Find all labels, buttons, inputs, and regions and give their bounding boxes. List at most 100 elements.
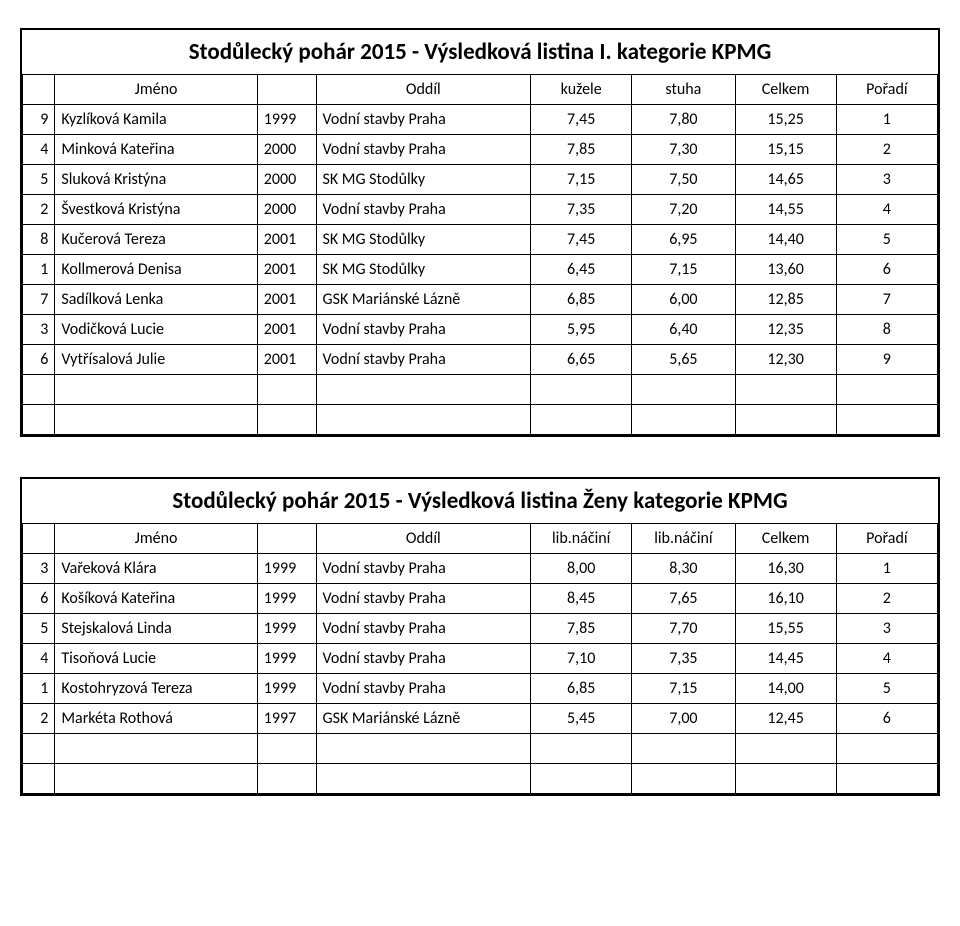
cell-score1: 8,45 — [531, 584, 632, 614]
cell-score1: 7,35 — [531, 195, 632, 225]
table-row-empty — [23, 764, 938, 794]
cell-rank: 3 — [836, 614, 937, 644]
cell-score2: 7,65 — [632, 584, 735, 614]
cell-rank: 1 — [836, 105, 937, 135]
cell-score2: 8,30 — [632, 554, 735, 584]
cell-number: 9 — [23, 105, 55, 135]
cell-score1: 5,45 — [531, 704, 632, 734]
header-total: Celkem — [735, 75, 836, 105]
cell-club: SK MG Stodůlky — [316, 255, 531, 285]
cell-club: Vodní stavby Praha — [316, 584, 531, 614]
table-row: 4Minková Kateřina2000Vodní stavby Praha7… — [23, 135, 938, 165]
cell-score2: 7,30 — [632, 135, 735, 165]
table-row: 6Košíková Kateřina1999Vodní stavby Praha… — [23, 584, 938, 614]
header-oddil: Oddíl — [316, 524, 531, 554]
cell-total: 14,65 — [735, 165, 836, 195]
cell-year: 1999 — [257, 644, 316, 674]
cell-score2: 7,70 — [632, 614, 735, 644]
cell-score2: 7,50 — [632, 165, 735, 195]
cell-number: 2 — [23, 195, 55, 225]
cell-number: 7 — [23, 285, 55, 315]
cell-name: Stejskalová Linda — [55, 614, 257, 644]
cell-number: 2 — [23, 704, 55, 734]
cell-club: GSK Mariánské Lázně — [316, 285, 531, 315]
cell-year: 2001 — [257, 255, 316, 285]
cell-score2: 7,15 — [632, 255, 735, 285]
header-blank-1 — [23, 75, 55, 105]
table-1: Stodůlecký pohár 2015 - Výsledková listi… — [22, 30, 938, 435]
cell-score1: 6,85 — [531, 285, 632, 315]
cell-year: 2000 — [257, 195, 316, 225]
cell-club: Vodní stavby Praha — [316, 644, 531, 674]
header-jmeno: Jméno — [55, 524, 257, 554]
table-1-title-row: Stodůlecký pohár 2015 - Výsledková listi… — [23, 30, 938, 75]
cell-year: 2000 — [257, 165, 316, 195]
table-row: 6Vytřísalová Julie2001Vodní stavby Praha… — [23, 345, 938, 375]
cell-score1: 7,85 — [531, 614, 632, 644]
cell-year: 2001 — [257, 345, 316, 375]
cell-total: 14,40 — [735, 225, 836, 255]
header-rank: Pořadí — [836, 524, 937, 554]
cell-name: Kollmerová Denisa — [55, 255, 257, 285]
cell-club: Vodní stavby Praha — [316, 315, 531, 345]
cell-score2: 6,00 — [632, 285, 735, 315]
cell-name: Tisoňová Lucie — [55, 644, 257, 674]
cell-year: 2001 — [257, 225, 316, 255]
table-row: 9Kyzlíková Kamila1999Vodní stavby Praha7… — [23, 105, 938, 135]
table-2: Stodůlecký pohár 2015 - Výsledková listi… — [22, 479, 938, 794]
cell-score2: 6,95 — [632, 225, 735, 255]
cell-number: 3 — [23, 554, 55, 584]
header-blank-2 — [257, 524, 316, 554]
cell-rank: 5 — [836, 225, 937, 255]
cell-total: 12,35 — [735, 315, 836, 345]
table-row: 8Kučerová Tereza2001SK MG Stodůlky7,456,… — [23, 225, 938, 255]
cell-rank: 4 — [836, 644, 937, 674]
table-row: 1Kollmerová Denisa2001SK MG Stodůlky6,45… — [23, 255, 938, 285]
cell-club: SK MG Stodůlky — [316, 165, 531, 195]
cell-score2: 6,40 — [632, 315, 735, 345]
cell-score1: 7,45 — [531, 105, 632, 135]
cell-score2: 7,80 — [632, 105, 735, 135]
cell-total: 16,30 — [735, 554, 836, 584]
table-row-empty — [23, 375, 938, 405]
table-row-empty — [23, 734, 938, 764]
cell-club: Vodní stavby Praha — [316, 554, 531, 584]
cell-score1: 7,85 — [531, 135, 632, 165]
cell-score1: 8,00 — [531, 554, 632, 584]
cell-rank: 5 — [836, 674, 937, 704]
cell-name: Vodičková Lucie — [55, 315, 257, 345]
cell-total: 14,55 — [735, 195, 836, 225]
table-row: 1Kostohryzová Tereza1999Vodní stavby Pra… — [23, 674, 938, 704]
table-row-empty — [23, 405, 938, 435]
cell-name: Kyzlíková Kamila — [55, 105, 257, 135]
table-1-header-row: Jméno Oddíl kužele stuha Celkem Pořadí — [23, 75, 938, 105]
cell-club: SK MG Stodůlky — [316, 225, 531, 255]
cell-name: Vařeková Klára — [55, 554, 257, 584]
cell-year: 2000 — [257, 135, 316, 165]
cell-total: 13,60 — [735, 255, 836, 285]
cell-rank: 2 — [836, 135, 937, 165]
table-row: 4Tisoňová Lucie1999Vodní stavby Praha7,1… — [23, 644, 938, 674]
cell-name: Sadílková Lenka — [55, 285, 257, 315]
cell-year: 2001 — [257, 285, 316, 315]
cell-number: 6 — [23, 345, 55, 375]
cell-number: 8 — [23, 225, 55, 255]
cell-score1: 6,45 — [531, 255, 632, 285]
cell-score1: 6,85 — [531, 674, 632, 704]
header-score1: lib.náčiní — [531, 524, 632, 554]
cell-score1: 5,95 — [531, 315, 632, 345]
cell-number: 3 — [23, 315, 55, 345]
cell-score1: 7,15 — [531, 165, 632, 195]
cell-total: 12,30 — [735, 345, 836, 375]
cell-number: 6 — [23, 584, 55, 614]
cell-year: 2001 — [257, 315, 316, 345]
cell-number: 4 — [23, 644, 55, 674]
cell-score1: 6,65 — [531, 345, 632, 375]
cell-rank: 2 — [836, 584, 937, 614]
cell-score2: 7,00 — [632, 704, 735, 734]
cell-total: 12,45 — [735, 704, 836, 734]
cell-number: 1 — [23, 674, 55, 704]
cell-name: Minková Kateřina — [55, 135, 257, 165]
header-score1: kužele — [531, 75, 632, 105]
table-row: 3Vařeková Klára1999Vodní stavby Praha8,0… — [23, 554, 938, 584]
